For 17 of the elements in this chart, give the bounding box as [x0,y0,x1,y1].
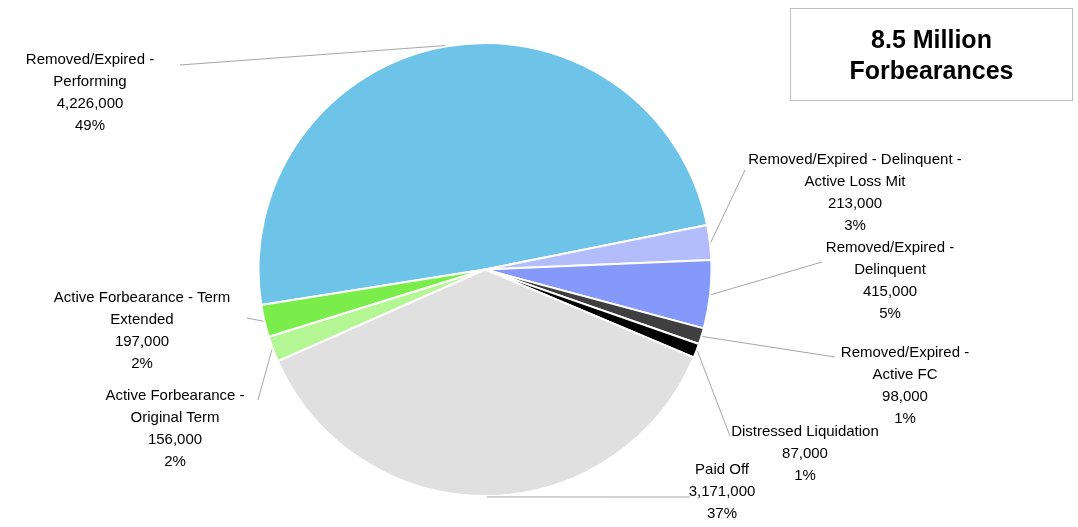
data-label: 3,171,000 37% [688,482,756,522]
data-label: 156,000 2% [147,430,203,470]
data-label: 415,000 5% [862,282,918,322]
data-label: 197,000 2% [114,332,170,372]
slice-label: Removed/Expired - Performing [25,50,155,90]
slice-label: Active Forbearance - Original Term [105,386,245,426]
slice-label: Distressed Liquidation [731,422,879,440]
slice-label: Paid Off [695,460,750,478]
data-label: 87,000 1% [782,444,828,484]
data-label: 4,226,000 49% [56,94,124,134]
chart-title: 8.5 Million Forbearances [790,8,1073,101]
slice-label: Removed/Expired - Delinquent [825,238,955,278]
slice-label: Removed/Expired - Delinquent - Active Loss Mit [748,150,962,190]
data-label: 213,000 3% [827,194,883,234]
slice-label: Removed/Expired - Active FC [840,343,970,383]
slice-label: Active Forbearance - Term Extended [53,288,231,328]
data-label: 98,000 1% [882,387,928,427]
